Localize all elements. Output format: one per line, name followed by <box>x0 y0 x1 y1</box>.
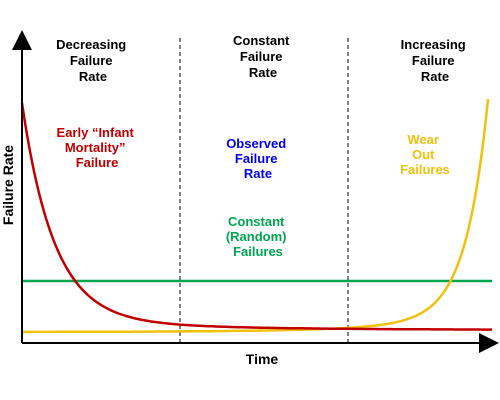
annotation-constant-random-failures: Constant (Random) Failures <box>226 214 290 259</box>
series-observed-failure-rate <box>20 102 492 331</box>
region-title-increasing: Increasing Failure Rate <box>401 37 470 84</box>
x-axis-title: Time <box>246 351 279 367</box>
annotation-infant-mortality: Early “Infant Mortality” Failure <box>57 125 138 170</box>
region-title-decreasing: Decreasing Failure Rate <box>56 37 130 84</box>
annotation-wear-out-failures: Wear Out Failures <box>400 132 450 177</box>
series-wearout-failures <box>22 98 490 334</box>
annotation-observed-failure-rate: Observed Failure Rate <box>226 136 290 181</box>
region-title-constant: Constant Failure Rate <box>233 33 293 80</box>
y-axis-title: Failure Rate <box>0 145 16 225</box>
